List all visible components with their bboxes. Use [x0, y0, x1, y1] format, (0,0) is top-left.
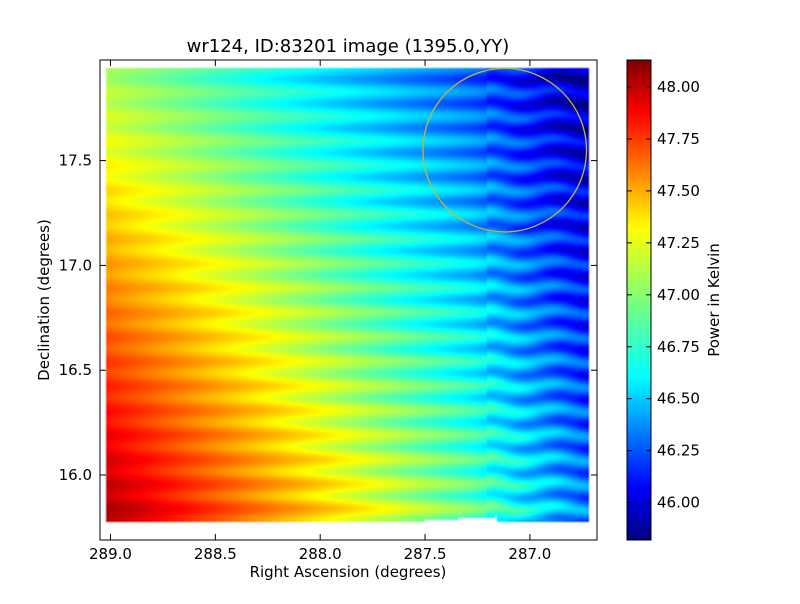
colorbar-tick-label: 46.75	[657, 338, 700, 356]
x-axis-label: Right Ascension (degrees)	[250, 563, 447, 581]
x-axis: 289.0 288.5 288.0 287.5 287.0	[89, 60, 551, 563]
chart-title: wr124, ID:83201 image (1395.0,YY)	[187, 36, 510, 57]
colorbar-tick-label: 46.00	[657, 494, 700, 512]
plot-area	[100, 60, 597, 540]
annotation-circle	[422, 67, 588, 233]
x-tick-label: 288.5	[194, 545, 237, 563]
colorbar-tick-label: 48.00	[657, 78, 700, 96]
colorbar-tick-label: 46.25	[657, 442, 700, 460]
y-tick-label: 17.0	[59, 256, 92, 274]
colorbar-tick-label: 47.50	[657, 182, 700, 200]
colorbar-label: Power in Kelvin	[705, 243, 723, 357]
colorbar-tick-label: 47.00	[657, 286, 700, 304]
colorbar-tick-label: 46.50	[657, 390, 700, 408]
plot-frame	[99, 59, 598, 541]
x-tick-label: 289.0	[89, 545, 132, 563]
y-tick-label: 16.5	[59, 361, 92, 379]
x-tick-label: 288.0	[299, 545, 342, 563]
colorbar-tick-label: 47.75	[657, 130, 700, 148]
y-tick-label: 17.5	[59, 152, 92, 170]
colorbar-tick-label: 47.25	[657, 234, 700, 252]
x-tick-label: 287.0	[508, 545, 551, 563]
y-axis-label: Declination (degrees)	[35, 219, 53, 381]
y-axis: 16.0 16.5 17.0 17.5	[59, 152, 597, 484]
colorbar	[626, 59, 652, 541]
x-tick-label: 287.5	[404, 545, 447, 563]
heatmap-image	[100, 60, 597, 540]
colorbar-ticks: 46.00 46.25 46.50 46.75 47.00 47.25 47.50 47.75…	[627, 78, 700, 512]
y-tick-label: 16.0	[59, 466, 92, 484]
